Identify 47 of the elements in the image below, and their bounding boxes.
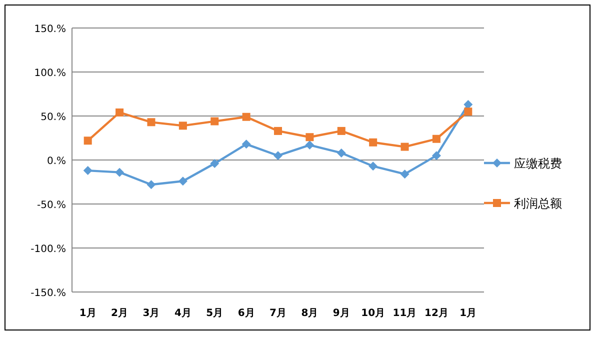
point (274, 126, 282, 135)
x-tick-label: 2月 (111, 308, 128, 319)
x-tick-label: 9月 (332, 308, 350, 319)
point (116, 108, 124, 116)
x-tick-label: 8月 (301, 308, 318, 319)
x-tick-label: 10月 (361, 308, 386, 319)
x-tick-label: 6月 (238, 308, 255, 319)
point (464, 108, 472, 116)
point (369, 138, 378, 146)
point (146, 180, 156, 190)
y-tick-label: 50.% (40, 112, 66, 123)
x-tick-label: 5月 (206, 308, 224, 319)
y-tick-label: -100.% (30, 244, 66, 255)
point (274, 151, 282, 160)
x-tick-label: 1月 (460, 308, 477, 319)
point (400, 142, 409, 151)
point (400, 170, 410, 179)
legend-label: 利润总额 (514, 196, 562, 210)
point (115, 168, 124, 177)
x-tick-label: 12月 (424, 308, 448, 319)
x-tick-label: 11月 (392, 308, 417, 319)
x-tick-label: 4月 (174, 308, 192, 319)
point (305, 140, 314, 150)
y-tick-label: -150.% (30, 288, 66, 299)
point (210, 117, 219, 126)
point (83, 166, 92, 176)
y-tick-label: 100.% (34, 68, 66, 79)
x-tick-label: 3月 (142, 308, 160, 319)
point (84, 136, 92, 145)
point (178, 122, 187, 130)
point (242, 112, 250, 121)
x-tick-label: 7月 (270, 308, 286, 319)
point (432, 151, 441, 160)
point (210, 159, 220, 168)
y-tick-label: 150.% (34, 24, 66, 35)
point (242, 140, 251, 149)
x-tick-label: 1月 (79, 308, 96, 319)
point (336, 148, 346, 158)
point (337, 126, 346, 135)
y-tick-label: -50.% (36, 200, 66, 211)
y-tick-label: 0.% (46, 156, 66, 167)
point (178, 176, 188, 186)
legend-label: 应缴税费 (514, 156, 562, 170)
point (368, 162, 378, 171)
point (432, 134, 440, 143)
point (147, 118, 156, 126)
point (306, 133, 314, 142)
